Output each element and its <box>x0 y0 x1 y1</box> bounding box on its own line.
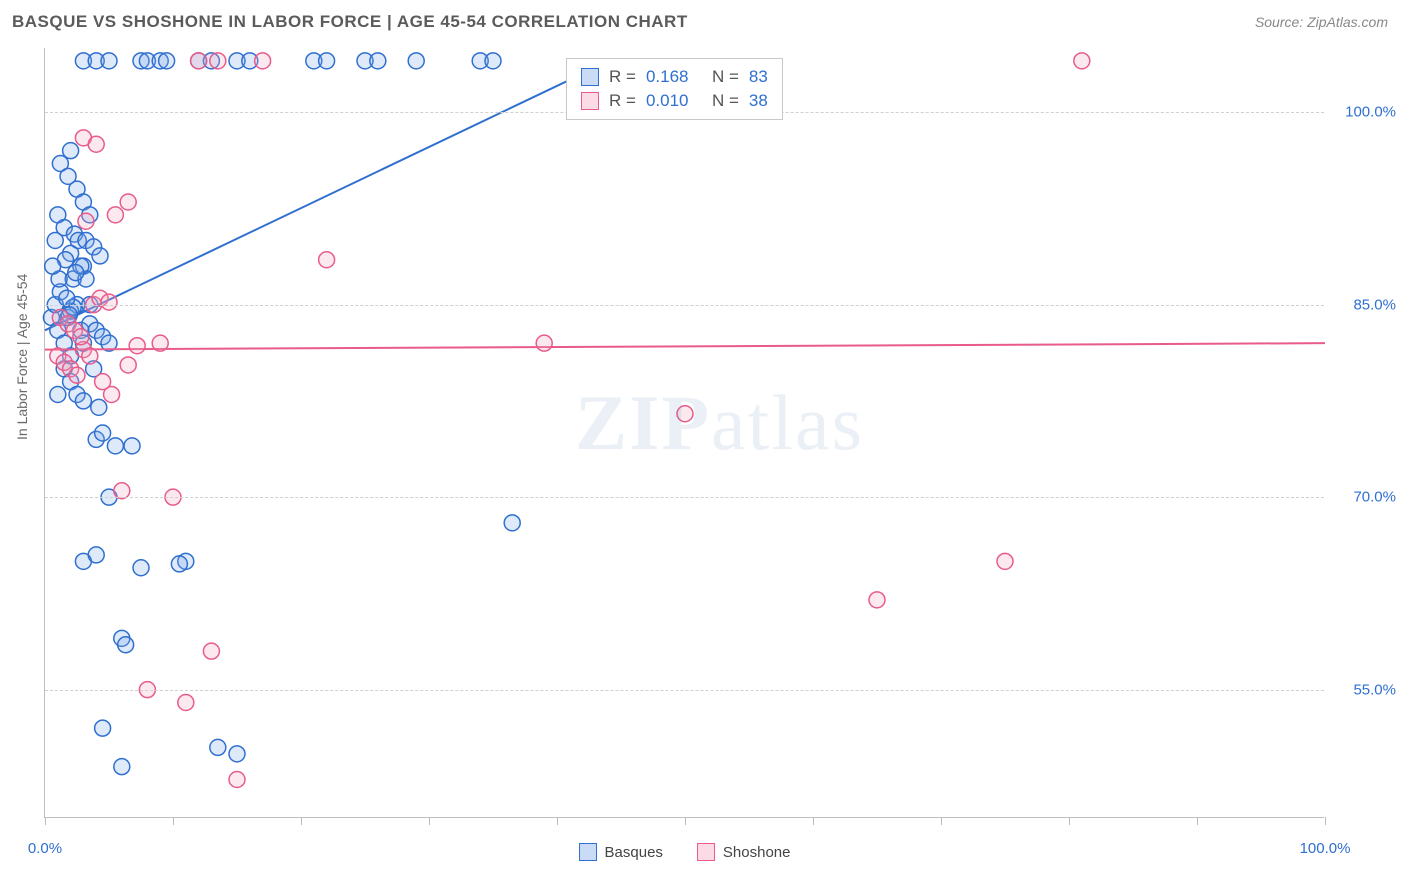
data-point-shoshone <box>78 213 94 229</box>
legend-item-basques: Basques <box>579 843 663 861</box>
source-credit: Source: ZipAtlas.com <box>1255 14 1388 30</box>
legend-stats-box: R = 0.168 N = 83 R = 0.010 N = 38 <box>566 58 783 120</box>
data-point-shoshone <box>319 252 335 268</box>
x-tick <box>941 817 942 825</box>
x-tick <box>429 817 430 825</box>
data-point-shoshone <box>1074 53 1090 69</box>
data-point-shoshone <box>997 553 1013 569</box>
x-tick <box>1069 817 1070 825</box>
data-point-basques <box>370 53 386 69</box>
data-point-shoshone <box>129 338 145 354</box>
legend-r-label: R = <box>609 67 636 87</box>
y-tick-label: 85.0% <box>1353 296 1396 313</box>
data-point-shoshone <box>255 53 271 69</box>
y-tick-label: 70.0% <box>1353 489 1396 506</box>
trend-line-shoshone <box>45 343 1325 349</box>
x-tick-label: 100.0% <box>1300 840 1351 857</box>
data-point-shoshone <box>536 335 552 351</box>
data-point-shoshone <box>677 406 693 422</box>
x-tick <box>301 817 302 825</box>
legend-label: Shoshone <box>723 844 791 861</box>
data-point-shoshone <box>869 592 885 608</box>
legend-r-label: R = <box>609 91 636 111</box>
data-point-basques <box>63 143 79 159</box>
y-tick-label: 100.0% <box>1345 104 1396 121</box>
legend-r-value: 0.168 <box>646 67 702 87</box>
data-point-basques <box>124 438 140 454</box>
data-point-basques <box>92 248 108 264</box>
x-tick <box>173 817 174 825</box>
scatter-plot-svg <box>45 48 1324 817</box>
gridline <box>45 305 1324 306</box>
data-point-basques <box>75 393 91 409</box>
data-point-basques <box>50 387 66 403</box>
legend-swatch-shoshone <box>581 92 599 110</box>
data-point-basques <box>133 560 149 576</box>
chart-container: BASQUE VS SHOSHONE IN LABOR FORCE | AGE … <box>0 0 1406 892</box>
legend-n-label: N = <box>712 91 739 111</box>
legend-n-value: 38 <box>749 91 768 111</box>
data-point-basques <box>47 233 63 249</box>
data-point-shoshone <box>152 335 168 351</box>
data-point-shoshone <box>69 367 85 383</box>
chart-title: BASQUE VS SHOSHONE IN LABOR FORCE | AGE … <box>12 12 688 32</box>
legend-bottom: Basques Shoshone <box>579 843 791 861</box>
data-point-shoshone <box>178 695 194 711</box>
legend-n-label: N = <box>712 67 739 87</box>
data-point-basques <box>210 739 226 755</box>
x-tick <box>45 817 46 825</box>
data-point-basques <box>504 515 520 531</box>
data-point-basques <box>101 53 117 69</box>
data-point-shoshone <box>120 357 136 373</box>
legend-n-value: 83 <box>749 67 768 87</box>
legend-stats-row-shoshone: R = 0.010 N = 38 <box>581 89 768 113</box>
data-point-shoshone <box>203 643 219 659</box>
x-tick <box>813 817 814 825</box>
data-point-shoshone <box>210 53 226 69</box>
y-tick-label: 55.0% <box>1353 681 1396 698</box>
data-point-basques <box>229 746 245 762</box>
legend-swatch-basques <box>581 68 599 86</box>
data-point-basques <box>107 438 123 454</box>
data-point-basques <box>45 258 61 274</box>
x-tick <box>557 817 558 825</box>
x-tick <box>685 817 686 825</box>
data-point-basques <box>118 637 134 653</box>
data-point-basques <box>171 556 187 572</box>
data-point-basques <box>95 425 111 441</box>
legend-swatch-basques <box>579 843 597 861</box>
data-point-basques <box>91 399 107 415</box>
data-point-basques <box>159 53 175 69</box>
data-point-basques <box>95 720 111 736</box>
data-point-shoshone <box>107 207 123 223</box>
data-point-basques <box>408 53 424 69</box>
x-tick <box>1325 817 1326 825</box>
y-axis-label: In Labor Force | Age 45-54 <box>14 274 30 440</box>
x-tick <box>1197 817 1198 825</box>
data-point-shoshone <box>191 53 207 69</box>
plot-area: ZIPatlas 55.0%70.0%85.0%100.0% 0.0%100.0… <box>44 48 1324 818</box>
data-point-shoshone <box>73 329 89 345</box>
data-point-shoshone <box>104 387 120 403</box>
gridline <box>45 497 1324 498</box>
legend-label: Basques <box>605 844 663 861</box>
gridline <box>45 690 1324 691</box>
legend-swatch-shoshone <box>697 843 715 861</box>
data-point-basques <box>485 53 501 69</box>
data-point-shoshone <box>229 772 245 788</box>
data-point-basques <box>319 53 335 69</box>
data-point-basques <box>88 547 104 563</box>
data-point-shoshone <box>101 294 117 310</box>
legend-r-value: 0.010 <box>646 91 702 111</box>
data-point-shoshone <box>88 136 104 152</box>
x-tick-label: 0.0% <box>28 840 62 857</box>
data-point-shoshone <box>120 194 136 210</box>
legend-stats-row-basques: R = 0.168 N = 83 <box>581 65 768 89</box>
legend-item-shoshone: Shoshone <box>697 843 791 861</box>
data-point-basques <box>114 759 130 775</box>
data-point-shoshone <box>82 348 98 364</box>
